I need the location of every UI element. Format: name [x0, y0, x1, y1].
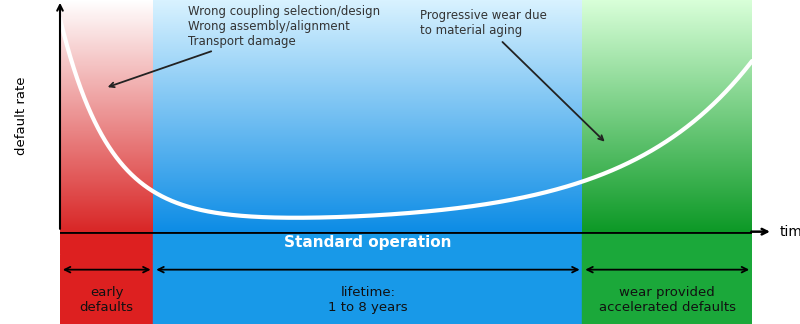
Bar: [154, 232, 582, 254]
Text: Wrong coupling selection/design
Wrong assembly/alignment
Transport damage: Wrong coupling selection/design Wrong as…: [110, 5, 380, 87]
Bar: [582, 232, 752, 254]
Bar: [60, 254, 154, 324]
Bar: [154, 254, 582, 324]
Text: wear provided
accelerated defaults: wear provided accelerated defaults: [598, 286, 736, 314]
Bar: [60, 232, 154, 254]
Text: early
defaults: early defaults: [80, 286, 134, 314]
Text: time: time: [780, 225, 800, 239]
Bar: [582, 254, 752, 324]
Text: Progressive wear due
to material aging: Progressive wear due to material aging: [420, 9, 603, 140]
Text: lifetime:
1 to 8 years: lifetime: 1 to 8 years: [328, 286, 408, 314]
Text: default rate: default rate: [15, 76, 29, 155]
Text: Standard operation: Standard operation: [284, 236, 452, 250]
